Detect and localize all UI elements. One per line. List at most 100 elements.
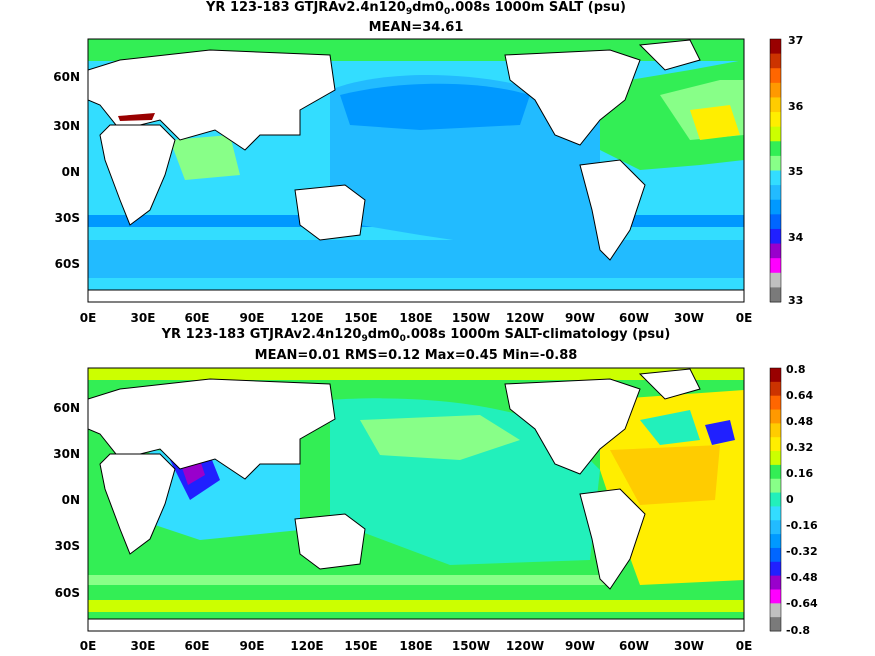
- colorbar-tick: 0.16: [786, 467, 813, 480]
- ytick: 0N: [62, 493, 80, 507]
- xtick: 180E: [399, 311, 432, 325]
- colorbar-tick: 0.48: [786, 415, 813, 428]
- colorbar-swatch: [770, 437, 781, 452]
- panel1-colorbar: 37 36 35 34 33: [769, 34, 804, 307]
- xtick: 90E: [240, 311, 265, 325]
- colorbar-swatch: [770, 112, 781, 128]
- north-pacific-min: [340, 83, 530, 130]
- panel1-subtitle: MEAN=34.61: [368, 20, 464, 35]
- colorbar-swatch: [770, 409, 781, 424]
- colorbar-tick: 0: [786, 493, 794, 506]
- antarctica: [88, 289, 744, 302]
- panel2-colorbar: 0.8 0.64 0.48 0.32 0.16 0 -0.16 -0.32 -0…: [769, 363, 818, 637]
- xtick: 120W: [506, 311, 544, 325]
- continents: [88, 368, 744, 631]
- colorbar-swatch: [770, 243, 781, 259]
- colorbar-tick: 0.64: [786, 389, 813, 402]
- colorbar-swatch: [770, 478, 781, 494]
- panel1-y-axis: 60N 30N 0N 30S 60S: [53, 70, 80, 271]
- ytick: 30S: [55, 539, 80, 553]
- mediterranean-max: [118, 113, 155, 121]
- panel1-frame: [87, 38, 745, 303]
- xtick: 60W: [619, 639, 649, 653]
- south-america: [579, 159, 646, 261]
- colorbar-swatch: [770, 520, 781, 535]
- colorbar-tick: 0.8: [786, 363, 806, 376]
- xtick: 0E: [736, 639, 753, 653]
- colorbar-swatch: [770, 575, 781, 590]
- xtick: 0E: [80, 311, 97, 325]
- colorbar-swatch: [770, 53, 781, 69]
- colorbar-tick: -0.8: [786, 624, 810, 637]
- panel2-title: YR 123-183 GTJRAv2.4n1209dm00.008s 1000m…: [161, 327, 671, 344]
- panel1-title: YR 123-183 GTJRAv2.4n1209dm00.008s 1000m…: [206, 0, 626, 17]
- colorbar-tick: 35: [788, 165, 803, 178]
- xtick: 90W: [565, 311, 595, 325]
- colorbar-swatch: [770, 272, 781, 288]
- colorbar-swatch: [770, 423, 781, 438]
- colorbar-swatch: [770, 82, 781, 98]
- colorbar-swatch: [770, 185, 781, 201]
- continents: [88, 39, 744, 302]
- southern-band: [88, 240, 744, 280]
- xtick: 0E: [80, 639, 97, 653]
- greenland: [638, 39, 701, 71]
- panel1-map: [88, 39, 744, 302]
- colorbar-swatch: [770, 506, 781, 521]
- xtick: 60E: [185, 639, 210, 653]
- colorbar-swatch: [770, 126, 781, 142]
- eurasia: [88, 49, 336, 151]
- colorbar-tick: -0.48: [786, 571, 818, 584]
- xtick: 30W: [674, 639, 704, 653]
- colorbar-tick: 36: [788, 100, 804, 113]
- ytick: 60S: [55, 586, 80, 600]
- colorbar-swatch: [770, 368, 781, 383]
- ytick: 0N: [62, 165, 80, 179]
- colorbar-swatch: [770, 589, 781, 604]
- panel2-map: [88, 368, 744, 631]
- colorbar-swatch: [770, 381, 781, 397]
- ytick: 30N: [53, 447, 80, 461]
- xtick: 30W: [674, 311, 704, 325]
- colorbar-tick: 33: [788, 294, 803, 307]
- colorbar-tick: -0.16: [786, 519, 818, 532]
- colorbar-swatch: [770, 214, 781, 230]
- colorbar-swatch: [770, 155, 781, 171]
- xtick: 60E: [185, 311, 210, 325]
- panel2-x-axis: 0E 30E 60E 90E 120E 150E 180E 150W 120W …: [80, 639, 753, 653]
- xtick: 30E: [131, 311, 156, 325]
- colorbar-tick: -0.64: [786, 597, 818, 610]
- colorbar-swatch: [770, 534, 781, 549]
- colorbar-swatch: [770, 547, 781, 563]
- panel2-subtitle: MEAN=0.01 RMS=0.12 Max=0.45 Min=-0.88: [254, 348, 578, 363]
- xtick: 0E: [736, 311, 753, 325]
- ytick: 60N: [53, 70, 80, 84]
- atlantic-max: [690, 105, 740, 140]
- colorbar-tick: -0.32: [786, 545, 818, 558]
- xtick: 150W: [452, 311, 490, 325]
- colorbar-swatch: [770, 464, 781, 480]
- ytick: 30S: [55, 211, 80, 225]
- panel2-frame: [87, 367, 745, 632]
- colorbar-swatch: [770, 39, 781, 55]
- colorbar-swatch: [770, 287, 781, 303]
- colorbar-swatch: [770, 68, 781, 84]
- xtick: 30E: [131, 639, 156, 653]
- colorbar-swatch: [770, 451, 781, 466]
- africa: [99, 124, 176, 226]
- colorbar-swatch: [770, 97, 781, 113]
- colorbar-swatch: [770, 617, 781, 632]
- colorbar-tick: 0.32: [786, 441, 813, 454]
- panel2-y-axis: 60N 30N 0N 30S 60S: [53, 401, 80, 600]
- labrador-min: [705, 420, 735, 445]
- colorbar-swatch: [770, 199, 781, 215]
- xtick: 120E: [290, 311, 323, 325]
- xtick: 90W: [565, 639, 595, 653]
- ytick: 60S: [55, 257, 80, 271]
- colorbar-swatch: [770, 228, 781, 245]
- xtick: 120E: [290, 639, 323, 653]
- colorbar-swatch: [770, 492, 781, 507]
- colorbar-swatch: [770, 603, 781, 618]
- xtick: 60W: [619, 311, 649, 325]
